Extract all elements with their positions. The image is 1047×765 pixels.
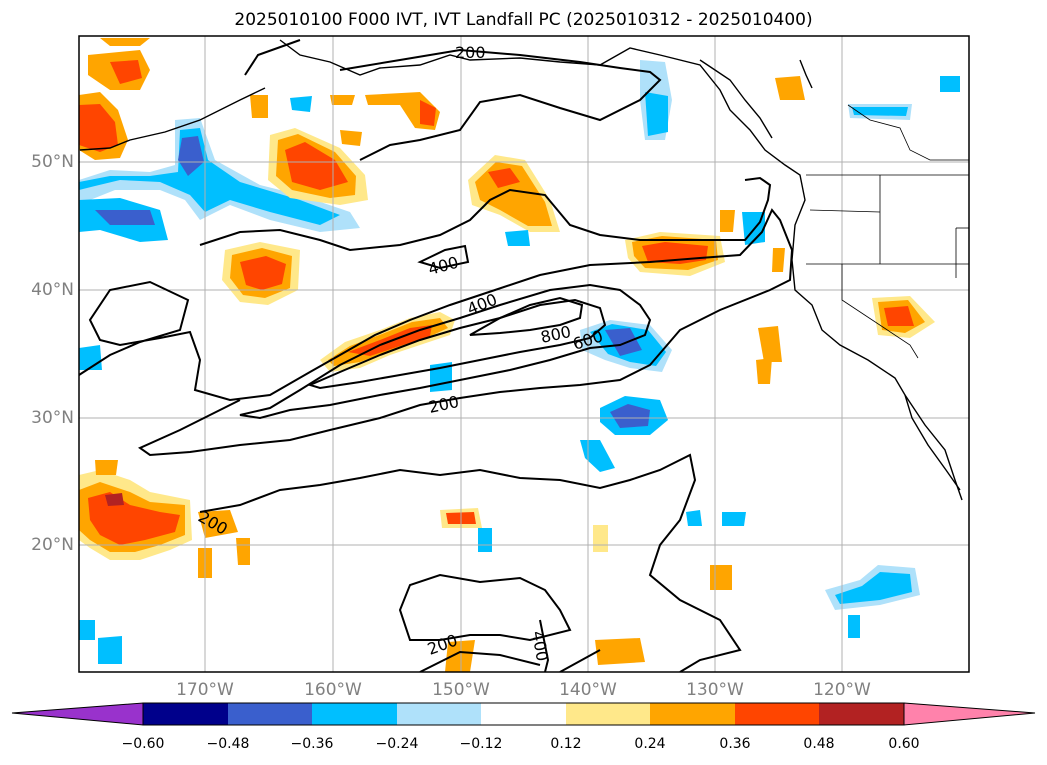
contour-label-200-top: 200 — [455, 43, 486, 62]
ivt-400-contour — [239, 283, 652, 420]
colorbar-tick: −0.12 — [459, 736, 503, 752]
colorbar-tick: −0.60 — [121, 736, 165, 752]
lon-label-140w: 140°W — [559, 680, 617, 700]
colorbar-segment — [650, 703, 735, 725]
lon-label-170w: 170°W — [176, 680, 234, 700]
ivt-400-south — [539, 619, 550, 672]
plot-frame — [78, 35, 970, 673]
lat-label-30: 30°N — [31, 408, 74, 428]
lon-label-130w: 130°W — [686, 680, 744, 700]
plot-background — [79, 36, 969, 672]
colorbar-segment — [397, 703, 481, 725]
pc-shading — [79, 38, 960, 672]
colorbar-tick: −0.24 — [375, 736, 419, 752]
colorbar-segment — [228, 703, 312, 725]
lat-label-40: 40°N — [31, 280, 74, 300]
lon-label-160w: 160°W — [304, 680, 362, 700]
ivt-200-top — [244, 39, 662, 161]
ivt-600-contour — [307, 298, 607, 390]
colorbar-tick: 0.24 — [634, 736, 666, 752]
lon-label-150w: 150°W — [432, 680, 490, 700]
colorbar-segment — [566, 703, 650, 725]
colorbar-tick: 0.48 — [803, 736, 835, 752]
colorbar-tick: 0.12 — [550, 736, 582, 752]
map-title: 2025010100 F000 IVT, IVT Landfall PC (20… — [234, 10, 813, 30]
lat-label-20: 20°N — [31, 535, 74, 555]
colorbar-tick: −0.36 — [290, 736, 334, 752]
colorbar-segment — [481, 703, 566, 725]
ivt-200-upper — [199, 176, 772, 252]
coastlines — [79, 39, 963, 501]
ivt-contours — [79, 39, 794, 672]
lat-label-50: 50°N — [31, 152, 74, 172]
colorbar-tick: 0.36 — [719, 736, 751, 752]
colorbar-tick: −0.48 — [206, 736, 250, 752]
colorbar-segment — [312, 703, 397, 725]
colorbar-segment — [143, 703, 228, 725]
ivt-800-contour — [469, 296, 584, 336]
ivt-200-contour — [79, 208, 794, 457]
state-borders — [806, 104, 969, 359]
colorbar-tick: 0.60 — [888, 736, 920, 752]
colorbar-segment — [735, 703, 819, 725]
gridlines — [79, 36, 969, 672]
ivt-400-upper — [417, 244, 470, 270]
colorbar-segment — [819, 703, 904, 725]
ivt-200-south-2 — [398, 573, 572, 642]
colorbar — [11, 702, 1036, 726]
colorbar-extend-low — [11, 702, 144, 726]
ivt-200-south — [199, 453, 742, 672]
lon-label-120w: 120°W — [813, 680, 871, 700]
colorbar-extend-high — [903, 702, 1036, 726]
